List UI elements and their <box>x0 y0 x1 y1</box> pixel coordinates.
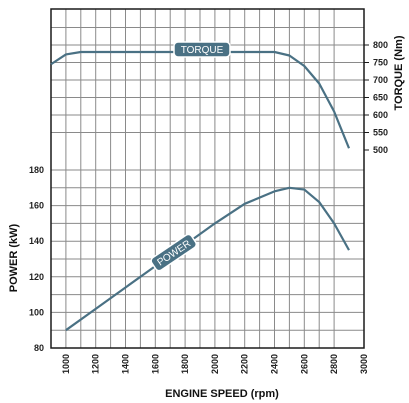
power-tick-label: 180 <box>29 165 44 175</box>
x-tick-label: 1800 <box>180 354 190 374</box>
x-tick-label: 2000 <box>210 354 220 374</box>
x-tick-label: 2200 <box>240 354 250 374</box>
x-tick-label: 2400 <box>270 354 280 374</box>
torque-badge-background <box>173 41 231 58</box>
power-tick-label: 120 <box>29 272 44 282</box>
torque-series-label: TORQUE <box>181 45 224 56</box>
x-tick-label: 1600 <box>150 354 160 374</box>
plot-frame <box>50 8 365 349</box>
x-tick-label: 1000 <box>61 354 71 374</box>
power-tick-label: 160 <box>29 201 44 211</box>
x-axis-title: ENGINE SPEED (rpm) <box>165 388 279 400</box>
power-badge-background <box>150 233 198 272</box>
torque-axis-title: TORQUE (Nm) <box>393 35 405 110</box>
torque-tick-label: 550 <box>373 128 388 138</box>
axis-ticks: 1000 1200 1400 1600 1800 2000 2200 2400 2600 2800… <box>29 40 388 374</box>
torque-tick-label: 600 <box>373 110 388 120</box>
torque-tick-label: 500 <box>373 145 388 155</box>
x-tick-label: 3000 <box>359 354 369 374</box>
chart-grid <box>51 9 364 348</box>
x-tick-label: 1200 <box>91 354 101 374</box>
torque-tick-label: 700 <box>373 75 388 85</box>
torque-tick-label: 800 <box>373 40 388 50</box>
torque-tick-label: 650 <box>373 93 388 103</box>
power-tick-label: 140 <box>29 236 44 246</box>
power-tick-label: 80 <box>34 343 44 353</box>
power-curve <box>65 186 350 332</box>
x-tick-label: 2600 <box>299 354 309 374</box>
power-axis-title: POWER (kW) <box>8 223 20 292</box>
torque-tick-label: 750 <box>373 58 388 68</box>
torque-label-badge: TORQUE <box>173 41 231 58</box>
x-tick-label: 1400 <box>121 354 131 374</box>
x-tick-label: 2800 <box>329 354 339 374</box>
power-tick-label: 100 <box>29 307 44 317</box>
power-label-badge: POWER <box>150 233 198 272</box>
